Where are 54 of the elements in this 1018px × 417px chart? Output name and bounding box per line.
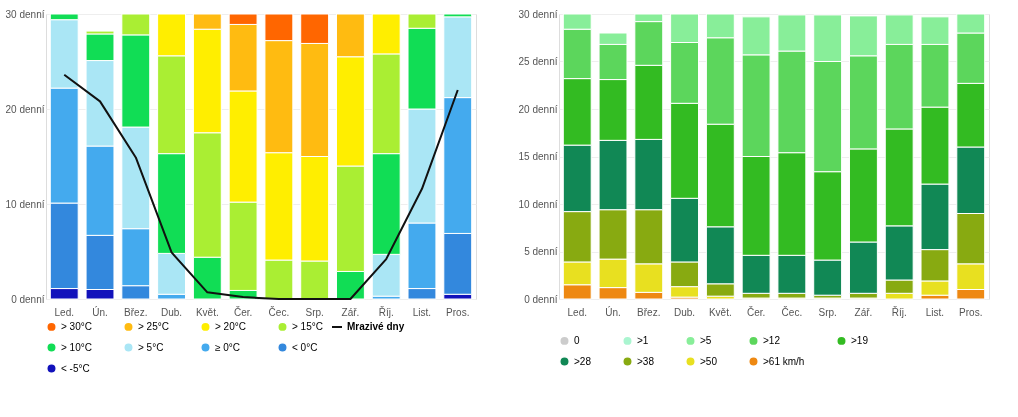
y-tick-label: 10 denní xyxy=(5,198,45,210)
legend-label: >1 xyxy=(637,334,649,346)
y-tick-label: 20 denní xyxy=(518,103,558,115)
x-tick-label: Srp. xyxy=(305,306,324,318)
y-tick-label: 20 denní xyxy=(5,103,45,115)
x-tick-label: Srp. xyxy=(818,306,837,318)
y-tick-label: 15 denní xyxy=(518,151,558,162)
legend-label: 0 xyxy=(574,334,580,346)
legend-label: >38 xyxy=(637,355,655,367)
x-tick-label: Led. xyxy=(54,306,74,318)
x-tick-label: Břez. xyxy=(124,306,148,318)
x-tick-label: Zář. xyxy=(341,306,360,318)
legend-label: >5 xyxy=(700,334,712,346)
y-tick-label: 25 denní xyxy=(518,56,558,67)
y-tick-label: 30 denní xyxy=(518,8,558,20)
legend-label: > 20°C xyxy=(215,320,246,332)
legend-label: >19 xyxy=(851,334,869,346)
x-tick-label: Říj. xyxy=(891,305,907,318)
x-tick-label: Břez. xyxy=(637,306,661,318)
y-tick-label: 5 denní xyxy=(524,246,558,257)
legend-label: > 15°C xyxy=(292,320,323,332)
y-tick-label: 10 denní xyxy=(518,198,558,210)
legend-label: > 5°C xyxy=(138,341,164,353)
y-tick-label: 30 denní xyxy=(5,8,45,20)
legend-label: ≥ 0°C xyxy=(215,341,241,353)
x-tick-label: Květ. xyxy=(708,306,732,318)
y-tick-label: 0 denní xyxy=(11,293,45,305)
legend-label: Mrazivé dny xyxy=(347,321,405,332)
x-tick-label: Ún. xyxy=(605,305,621,318)
x-tick-label: Dub. xyxy=(674,306,696,318)
legend-label: >50 xyxy=(700,355,718,367)
x-tick-label: Čer. xyxy=(233,305,253,318)
x-tick-label: Říj. xyxy=(378,305,394,318)
x-tick-label: Zář. xyxy=(854,306,873,318)
x-tick-label: Květ. xyxy=(195,306,219,318)
x-tick-label: Ún. xyxy=(92,305,108,318)
x-tick-label: List. xyxy=(925,306,945,318)
x-tick-label: Čec. xyxy=(268,305,290,318)
y-tick-label: 0 denní xyxy=(524,293,558,305)
x-tick-label: Čec. xyxy=(781,305,803,318)
x-tick-label: Čer. xyxy=(746,305,766,318)
legend-label: > 10°C xyxy=(61,341,92,353)
x-tick-label: Led. xyxy=(567,306,587,318)
legend-label: > 30°C xyxy=(61,320,92,332)
legend-label: < -5°C xyxy=(61,362,90,374)
legend-label: >12 xyxy=(763,334,781,346)
legend-label: >28 xyxy=(574,355,592,367)
legend-label: >61 km/h xyxy=(763,355,805,367)
x-tick-label: List. xyxy=(412,306,432,318)
x-tick-label: Dub. xyxy=(161,306,183,318)
x-tick-label: Pros. xyxy=(446,306,470,318)
legend-label: > 25°C xyxy=(138,320,169,332)
x-tick-label: Pros. xyxy=(959,306,983,318)
legend-label: < 0°C xyxy=(292,341,318,353)
